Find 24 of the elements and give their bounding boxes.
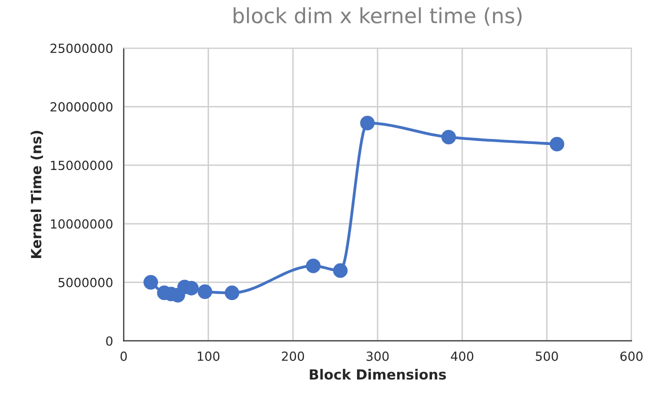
- x-tick-label: 600: [620, 351, 643, 361]
- y-axis-title: Kernel Time (ns): [30, 130, 44, 258]
- y-tick-label: 0: [106, 336, 112, 346]
- chart-title: block dim x kernel time (ns): [234, 7, 522, 26]
- y-tick-label: 10000000: [51, 219, 112, 229]
- point: [360, 116, 375, 130]
- point: [198, 284, 212, 299]
- x-tick-label: 200: [282, 351, 304, 361]
- point: [441, 130, 456, 144]
- y-tick-label: 5000000: [58, 278, 112, 288]
- y-tick-label: 25000000: [50, 44, 112, 54]
- point: [306, 258, 321, 274]
- point: [143, 275, 158, 290]
- y-tick-label: 15000000: [51, 160, 112, 170]
- point: [550, 136, 564, 152]
- x-tick-label: 500: [536, 351, 558, 361]
- x-tick-label: 300: [366, 351, 389, 361]
- x-tick-label: 0: [120, 351, 127, 361]
- x-tick-label: 400: [450, 351, 474, 361]
- point: [224, 286, 240, 300]
- point: [333, 263, 348, 278]
- x-axis-title: Block Dimensions: [310, 368, 446, 380]
- y-tick-label: 20000000: [50, 102, 112, 112]
- x-tick-label: 100: [198, 351, 220, 361]
